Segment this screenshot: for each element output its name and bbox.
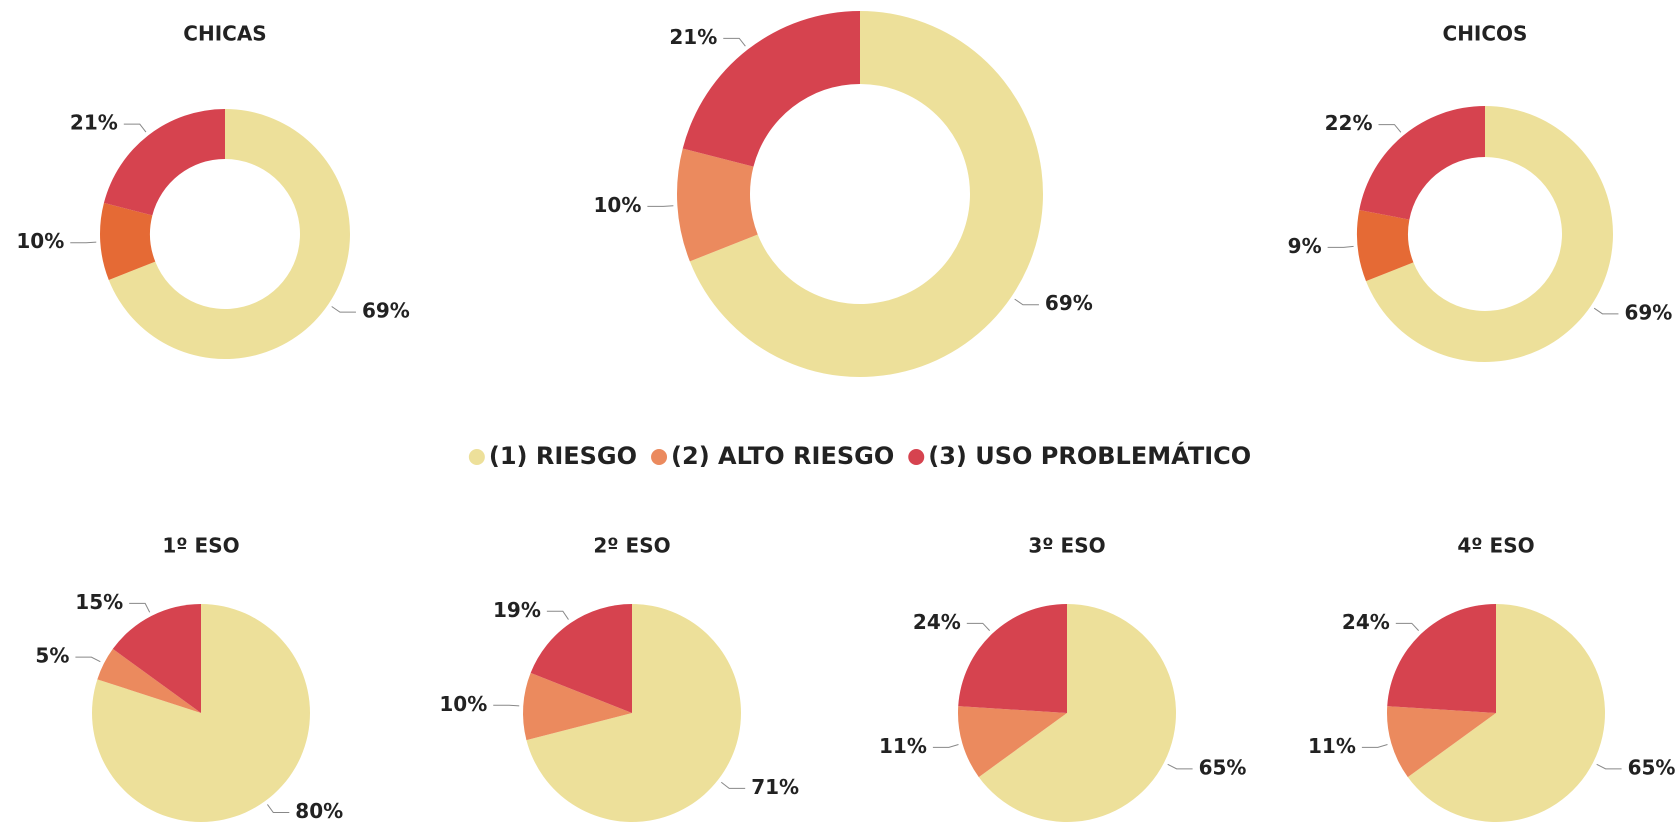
chart: 3º ESO 65% 11% 24% — [879, 534, 1247, 822]
legend-marker — [908, 449, 925, 465]
slice — [108, 109, 351, 359]
slice — [530, 603, 632, 713]
data-label: 22% — [1325, 111, 1373, 135]
data-label: 11% — [879, 734, 927, 758]
leader-line — [546, 610, 569, 620]
slice — [99, 202, 156, 281]
chart-title: 2º ESO — [593, 534, 670, 558]
chart: 1º ESO 80% 5% 15% — [35, 534, 343, 823]
leader-line — [720, 781, 746, 789]
data-label: 65% — [1199, 755, 1247, 779]
leader-line — [70, 241, 97, 244]
slice — [689, 11, 1043, 378]
slice — [526, 604, 741, 822]
data-label: 5% — [35, 644, 69, 668]
data-label: 11% — [1308, 734, 1356, 758]
data-label: 65% — [1628, 755, 1676, 779]
chart: CHICAS 69% 10% 21% — [16, 22, 410, 359]
slice — [112, 604, 201, 713]
data-label: 69% — [1624, 300, 1672, 324]
legend-label: (1) RIESGO — [489, 442, 637, 470]
legend-label: (2) ALTO RIESGO — [671, 442, 894, 470]
leader-line — [966, 622, 991, 631]
leader-line — [1395, 622, 1420, 631]
data-label: 10% — [16, 229, 64, 253]
data-label: 69% — [1045, 291, 1093, 315]
chart: 2º ESO 71% 10% 19% — [439, 534, 799, 822]
data-label: 80% — [295, 799, 343, 823]
leader-line — [493, 704, 520, 707]
leader-line — [331, 306, 356, 313]
leader-line — [932, 744, 959, 748]
slice — [958, 604, 1067, 713]
chart: 4º ESO 65% 11% 24% — [1308, 534, 1676, 822]
chart: 69% 10% 21% — [594, 11, 1093, 378]
data-label: 69% — [362, 299, 410, 323]
data-label: 19% — [493, 598, 541, 622]
slice — [97, 648, 201, 713]
slice — [1387, 604, 1496, 713]
data-label: 9% — [1288, 234, 1322, 258]
chart-title: CHICAS — [183, 22, 266, 46]
slice — [676, 148, 758, 262]
chart: CHICOS 69% 9% 22% — [1288, 22, 1672, 363]
slice — [103, 109, 225, 216]
chart-title: CHICOS — [1443, 22, 1528, 46]
legend: (1) RIESGO (2) ALTO RIESGO (3) USO PROBLEM… — [468, 441, 1251, 470]
leader-line — [123, 123, 147, 133]
data-label: 24% — [1342, 610, 1390, 634]
legend-label: (3) USO PROBLEMÁTICO — [928, 441, 1251, 470]
leader-line — [1361, 744, 1388, 748]
slice — [958, 706, 1067, 778]
leader-line — [723, 37, 746, 47]
data-label: 21% — [70, 111, 118, 135]
slice — [978, 604, 1176, 822]
data-label: 71% — [751, 775, 799, 799]
chart-title: 1º ESO — [162, 534, 239, 558]
leader-line — [267, 804, 290, 814]
leader-line — [1596, 763, 1622, 770]
leader-line — [129, 602, 151, 613]
leader-line — [1593, 307, 1619, 315]
legend-marker — [651, 449, 668, 465]
slice — [1356, 210, 1414, 282]
leader-line — [75, 656, 101, 663]
legend-marker — [468, 449, 485, 465]
leader-line — [1378, 124, 1402, 133]
leader-line — [647, 205, 674, 207]
data-label: 10% — [439, 692, 487, 716]
data-label: 15% — [75, 590, 123, 614]
chart-title: 4º ESO — [1457, 534, 1534, 558]
slice — [1387, 706, 1496, 778]
data-label: 24% — [913, 610, 961, 634]
leader-line — [1014, 298, 1039, 306]
slice — [682, 11, 860, 167]
slice — [523, 672, 632, 741]
slice — [1365, 106, 1614, 363]
slice — [1407, 604, 1605, 822]
leader-line — [1327, 245, 1354, 248]
leader-line — [1167, 763, 1193, 770]
slice — [1359, 106, 1485, 220]
chart-title: 3º ESO — [1028, 534, 1105, 558]
data-label: 21% — [669, 25, 717, 49]
data-label: 10% — [594, 193, 642, 217]
